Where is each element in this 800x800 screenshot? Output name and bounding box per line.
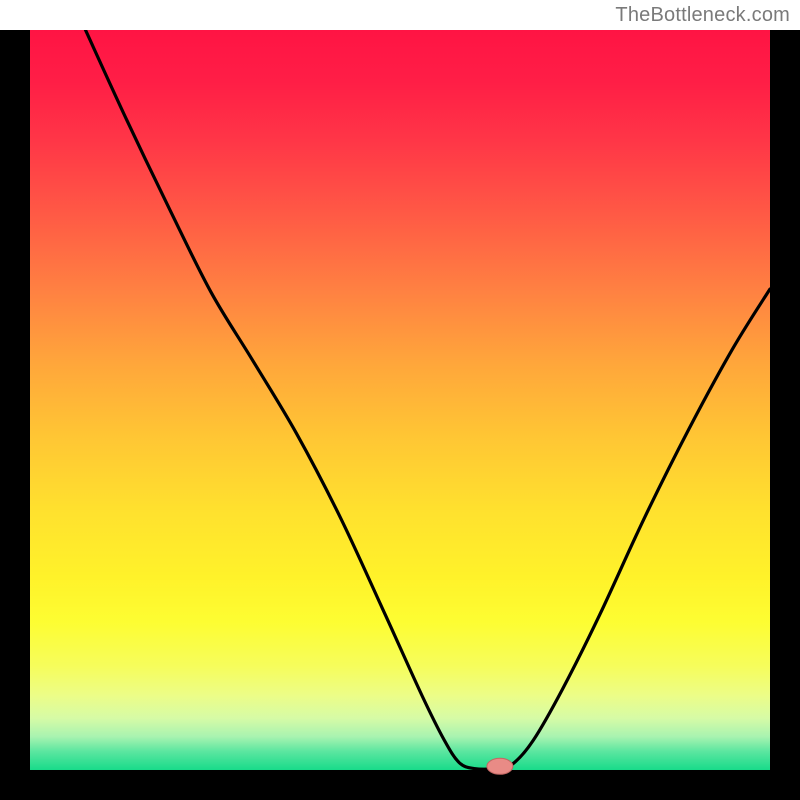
chart-container: TheBottleneck.com: [0, 0, 800, 800]
attribution-label: TheBottleneck.com: [615, 4, 790, 27]
optimal-marker: [487, 758, 513, 774]
bottleneck-chart: [0, 30, 800, 800]
chart-background: [30, 30, 770, 770]
chart-plot-wrap: [0, 30, 800, 800]
